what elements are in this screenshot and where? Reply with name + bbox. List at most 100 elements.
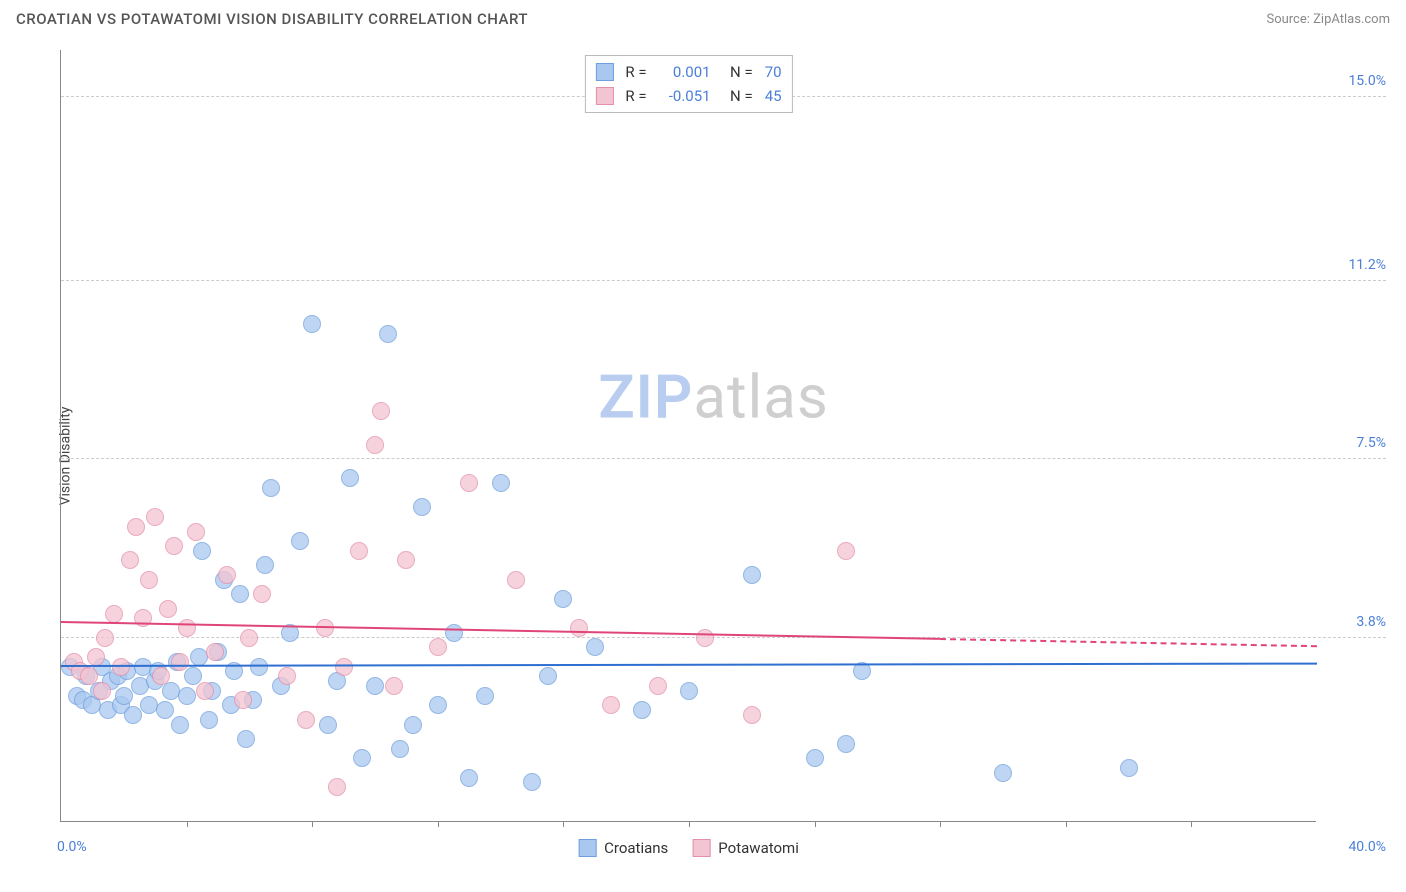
data-point-croatians xyxy=(743,566,761,584)
chart-title: CROATIAN VS POTAWATOMI VISION DISABILITY… xyxy=(16,10,528,28)
gridline xyxy=(61,280,1386,281)
plot-region: ZIPatlas R =0.001 N =70R =-0.051 N =45 C… xyxy=(60,50,1316,822)
data-point-potawatomi xyxy=(93,682,111,700)
data-point-potawatomi xyxy=(397,551,415,569)
n-value-croatians: 70 xyxy=(765,60,782,84)
data-point-potawatomi xyxy=(152,667,170,685)
y-tick-label: 7.5% xyxy=(1326,435,1386,451)
gridline xyxy=(61,458,1386,459)
data-point-croatians xyxy=(539,667,557,685)
r-label: R = xyxy=(625,60,646,84)
data-point-croatians xyxy=(303,315,321,333)
data-point-croatians xyxy=(476,687,494,705)
data-point-croatians xyxy=(256,556,274,574)
data-point-croatians xyxy=(171,716,189,734)
trendline-potawatomi-extrapolated xyxy=(940,638,1317,647)
data-point-croatians xyxy=(231,585,249,603)
data-point-potawatomi xyxy=(234,691,252,709)
data-point-croatians xyxy=(262,479,280,497)
data-point-potawatomi xyxy=(570,619,588,637)
data-point-potawatomi xyxy=(385,677,403,695)
x-tick xyxy=(438,821,439,827)
data-point-potawatomi xyxy=(335,658,353,676)
data-point-potawatomi xyxy=(127,518,145,536)
data-point-potawatomi xyxy=(429,638,447,656)
data-point-potawatomi xyxy=(165,537,183,555)
data-point-potawatomi xyxy=(96,629,114,647)
data-point-potawatomi xyxy=(460,474,478,492)
data-point-croatians xyxy=(633,701,651,719)
data-point-croatians xyxy=(554,590,572,608)
series-legend-item-croatians: Croatians xyxy=(578,839,668,857)
x-tick xyxy=(689,821,690,827)
data-point-potawatomi xyxy=(218,566,236,584)
data-point-croatians xyxy=(124,706,142,724)
x-tick xyxy=(187,821,188,827)
data-point-croatians xyxy=(413,498,431,516)
y-tick-label: 11.2% xyxy=(1326,257,1386,273)
y-tick-label: 3.8% xyxy=(1326,614,1386,630)
data-point-croatians xyxy=(586,638,604,656)
data-point-potawatomi xyxy=(350,542,368,560)
legend-swatch-potawatomi xyxy=(692,839,710,857)
data-point-croatians xyxy=(353,749,371,767)
data-point-potawatomi xyxy=(140,571,158,589)
x-tick xyxy=(312,821,313,827)
data-point-potawatomi xyxy=(253,585,271,603)
x-tick xyxy=(940,821,941,827)
data-point-croatians xyxy=(115,687,133,705)
data-point-croatians xyxy=(429,696,447,714)
x-tick xyxy=(1191,821,1192,827)
data-point-croatians xyxy=(156,701,174,719)
data-point-croatians xyxy=(523,773,541,791)
data-point-croatians xyxy=(341,469,359,487)
data-point-croatians xyxy=(680,682,698,700)
data-point-potawatomi xyxy=(206,643,224,661)
data-point-potawatomi xyxy=(837,542,855,560)
x-axis-max-label: 40.0% xyxy=(1348,839,1386,855)
data-point-potawatomi xyxy=(743,706,761,724)
legend-swatch-potawatomi xyxy=(595,87,613,105)
n-value-potawatomi: 45 xyxy=(765,84,782,108)
data-point-potawatomi xyxy=(146,508,164,526)
data-point-croatians xyxy=(237,730,255,748)
x-tick xyxy=(815,821,816,827)
data-point-croatians xyxy=(391,740,409,758)
data-point-potawatomi xyxy=(105,605,123,623)
data-point-potawatomi xyxy=(178,619,196,637)
data-point-potawatomi xyxy=(87,648,105,666)
series-legend-item-potawatomi: Potawatomi xyxy=(692,839,799,857)
data-point-potawatomi xyxy=(328,778,346,796)
chart-area: Vision Disability ZIPatlas R =0.001 N =7… xyxy=(20,40,1396,872)
n-label: N = xyxy=(723,84,753,108)
data-point-croatians xyxy=(404,716,422,734)
data-point-croatians xyxy=(994,764,1012,782)
data-point-potawatomi xyxy=(649,677,667,695)
data-point-potawatomi xyxy=(372,402,390,420)
r-label: R = xyxy=(625,84,646,108)
r-value-croatians: 0.001 xyxy=(655,60,711,84)
series-legend: Croatians Potawatomi xyxy=(578,839,799,857)
data-point-croatians xyxy=(319,716,337,734)
data-point-potawatomi xyxy=(159,600,177,618)
watermark: ZIPatlas xyxy=(598,361,829,432)
data-point-potawatomi xyxy=(602,696,620,714)
data-point-croatians xyxy=(460,769,478,787)
legend-row-croatians: R =0.001 N =70 xyxy=(595,60,781,84)
data-point-croatians xyxy=(379,325,397,343)
data-point-croatians xyxy=(291,532,309,550)
x-axis-min-label: 0.0% xyxy=(57,839,87,855)
data-point-potawatomi xyxy=(187,523,205,541)
gridline xyxy=(61,637,1386,638)
correlation-legend: R = 0.001 N = 70R = -0.051 N = 45 xyxy=(584,55,792,113)
data-point-potawatomi xyxy=(121,551,139,569)
data-point-potawatomi xyxy=(196,682,214,700)
series-label-potawatomi: Potawatomi xyxy=(718,839,799,857)
data-point-potawatomi xyxy=(171,653,189,671)
x-tick xyxy=(563,821,564,827)
r-value-potawatomi: -0.051 xyxy=(655,84,711,108)
legend-swatch-croatians xyxy=(595,63,613,81)
legend-row-potawatomi: R = -0.051 N = 45 xyxy=(595,84,781,108)
data-point-croatians xyxy=(837,735,855,753)
data-point-croatians xyxy=(1120,759,1138,777)
